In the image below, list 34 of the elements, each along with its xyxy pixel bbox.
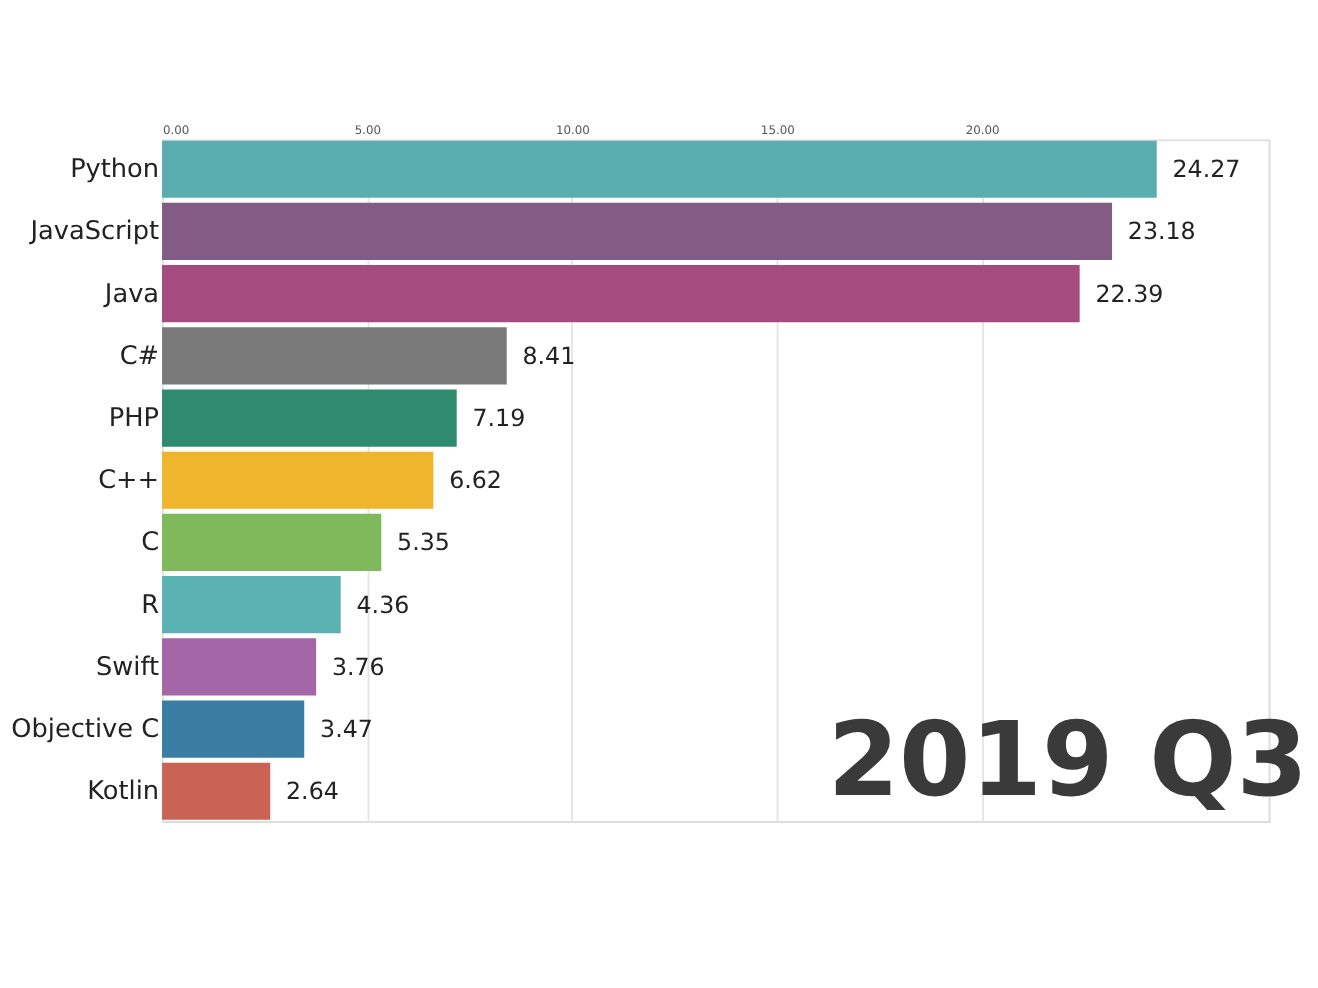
y-tick-label: Swift xyxy=(96,652,160,683)
y-tick-label: PHP xyxy=(108,403,160,434)
data-label: 23.18 xyxy=(1127,217,1196,246)
bar xyxy=(162,513,382,572)
bar xyxy=(162,638,317,696)
y-tick-label: C++ xyxy=(98,466,160,497)
y-tick-label: C# xyxy=(119,341,160,372)
data-label: 8.41 xyxy=(522,341,576,370)
bar xyxy=(162,265,1080,323)
bar xyxy=(162,389,457,447)
annotation: 2019 Q3 xyxy=(827,701,1309,822)
y-tick-label: Objective C xyxy=(11,714,160,745)
data-label: 7.19 xyxy=(472,403,526,432)
y-tick-label: R xyxy=(141,590,160,621)
data-label: 24.27 xyxy=(1172,155,1241,184)
bar xyxy=(162,140,1157,198)
data-label: 3.76 xyxy=(331,652,385,681)
y-tick-label: Java xyxy=(102,279,160,310)
data-label: 4.36 xyxy=(356,590,410,619)
bar xyxy=(162,762,271,820)
data-label: 2.64 xyxy=(286,777,339,806)
bar xyxy=(162,451,434,509)
bar xyxy=(162,202,1113,261)
y-tick-label: Kotlin xyxy=(87,777,160,808)
bar xyxy=(162,327,507,385)
data-label: 6.62 xyxy=(449,466,502,495)
bar xyxy=(162,700,305,758)
data-label: 3.47 xyxy=(320,714,373,743)
data-label: 22.39 xyxy=(1095,279,1164,308)
y-tick-label: JavaScript xyxy=(28,217,160,248)
y-tick-label: C xyxy=(141,528,160,559)
bar xyxy=(162,576,341,634)
y-tick-label: Python xyxy=(70,155,160,186)
data-label: 5.35 xyxy=(397,528,450,557)
